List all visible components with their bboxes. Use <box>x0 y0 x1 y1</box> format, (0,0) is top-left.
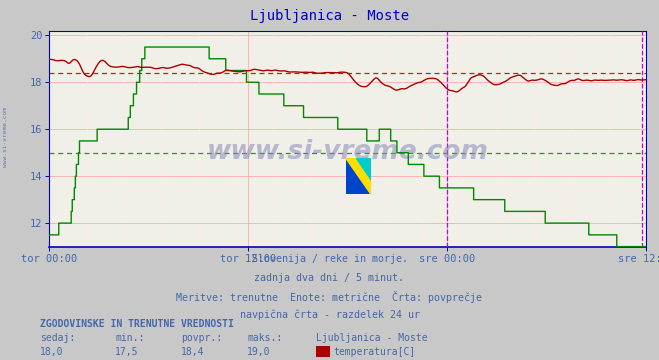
Text: temperatura[C]: temperatura[C] <box>333 347 416 357</box>
Text: www.si-vreme.com: www.si-vreme.com <box>3 107 9 167</box>
Text: min.:: min.: <box>115 333 145 343</box>
Text: povpr.:: povpr.: <box>181 333 222 343</box>
Text: ZGODOVINSKE IN TRENUTNE VREDNOSTI: ZGODOVINSKE IN TRENUTNE VREDNOSTI <box>40 319 233 329</box>
Text: navpična črta - razdelek 24 ur: navpična črta - razdelek 24 ur <box>239 310 420 320</box>
Text: www.si-vreme.com: www.si-vreme.com <box>207 139 488 165</box>
Text: Ljubljanica - Moste: Ljubljanica - Moste <box>250 9 409 23</box>
Polygon shape <box>356 158 371 180</box>
Polygon shape <box>346 158 371 194</box>
Text: Slovenija / reke in morje.: Slovenija / reke in morje. <box>252 254 407 264</box>
Text: sedaj:: sedaj: <box>40 333 74 343</box>
Text: maks.:: maks.: <box>247 333 282 343</box>
Text: 18,4: 18,4 <box>181 347 205 357</box>
Text: 18,0: 18,0 <box>40 347 63 357</box>
Text: 19,0: 19,0 <box>247 347 271 357</box>
Text: Meritve: trenutne  Enote: metrične  Črta: povprečje: Meritve: trenutne Enote: metrične Črta: … <box>177 291 482 303</box>
Polygon shape <box>346 158 371 194</box>
Text: 17,5: 17,5 <box>115 347 139 357</box>
Text: zadnja dva dni / 5 minut.: zadnja dva dni / 5 minut. <box>254 273 405 283</box>
Text: Ljubljanica - Moste: Ljubljanica - Moste <box>316 333 428 343</box>
